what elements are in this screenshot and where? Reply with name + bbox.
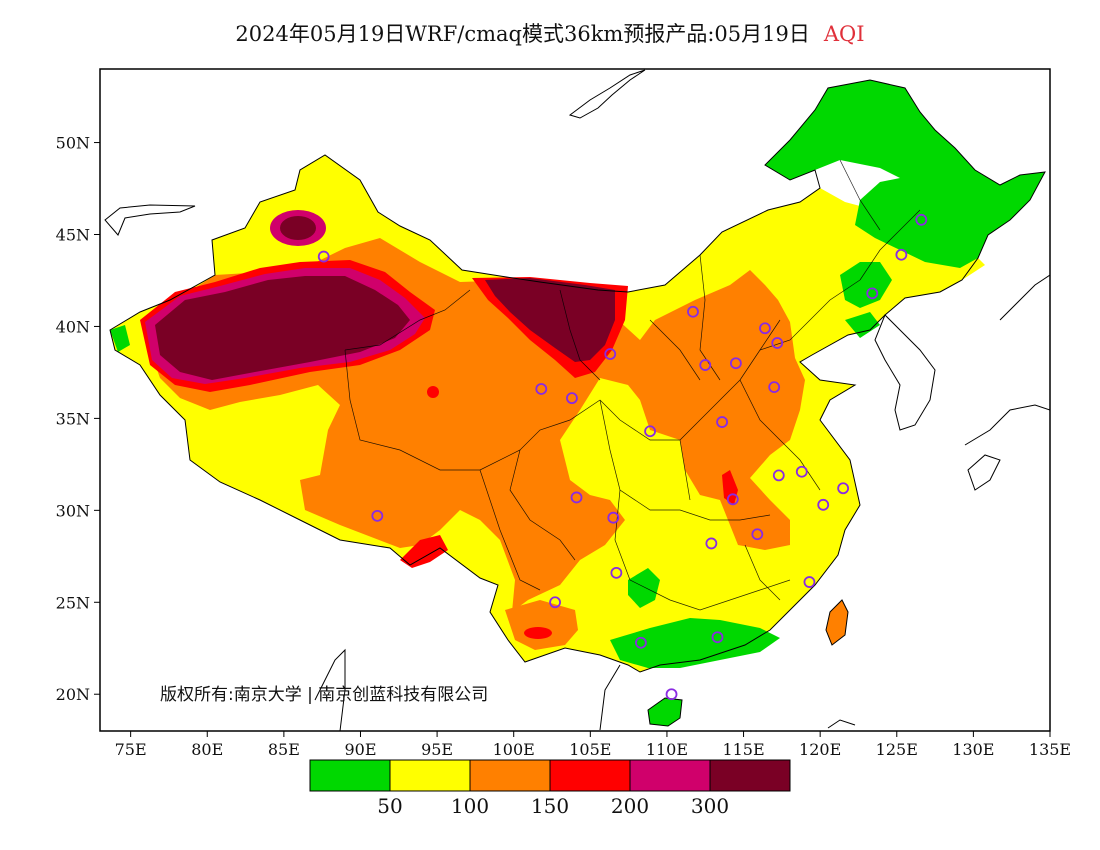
aqi-region-maroon-nw — [280, 216, 316, 240]
city-station-marker — [895, 248, 908, 261]
lat-label: 50N — [56, 134, 90, 153]
city-station-marker — [607, 511, 620, 524]
lon-label: 95E — [421, 740, 453, 759]
aqi-region-red-yunnan — [524, 627, 552, 639]
colorbar-label: 300 — [691, 794, 729, 818]
city-station-marker — [795, 465, 808, 478]
lon-label: 130E — [952, 740, 994, 759]
city-station-marker — [759, 322, 771, 335]
lon-label: 125E — [876, 740, 918, 759]
lon-label: 105E — [569, 740, 611, 759]
lon-label: 80E — [191, 740, 223, 759]
city-station-marker — [665, 688, 678, 701]
aqi-region-green-ne — [765, 80, 1045, 268]
province-borders — [344, 159, 921, 611]
city-station-marker — [866, 287, 879, 300]
city-station-marker — [610, 566, 623, 579]
lat-label: 35N — [56, 409, 90, 428]
colorbar-swatch — [309, 759, 391, 792]
aqi-region-red-tibet — [400, 535, 448, 568]
city-station-marker — [634, 636, 647, 649]
colorbar-swatch — [549, 759, 631, 792]
lat-label: 45N — [56, 226, 90, 245]
aqi-region-green-jilin — [878, 216, 938, 240]
lon-label: 100E — [493, 740, 535, 759]
city-station-marker — [317, 250, 330, 263]
lat-label: 20N — [56, 685, 90, 704]
city-station-marker — [371, 509, 384, 522]
lat-label: 30N — [56, 501, 90, 520]
city-station-marker — [803, 576, 816, 588]
aqi-region-green-south — [610, 618, 780, 668]
city-station-marker — [726, 493, 739, 506]
map-axes: 75E 80E 85E 90E 95E 100E 105E 110E 115E 120E 125E 1… — [56, 134, 1071, 759]
city-station-marker — [570, 491, 583, 504]
city-station-marker — [711, 631, 724, 644]
lon-label: 135E — [1029, 740, 1071, 759]
aqi-region-hainan — [648, 698, 682, 726]
city-station-marker — [837, 482, 850, 495]
aqi-region-green-guangxi — [628, 568, 660, 608]
city-station-marker — [705, 537, 718, 550]
aqi-region-green-bohai — [845, 312, 880, 338]
aqi-region-orange-south — [505, 600, 578, 650]
title-variable: AQI — [823, 22, 865, 46]
lon-label: 75E — [115, 740, 147, 759]
copyright-text: 版权所有:南京大学 | 南京创蓝科技有限公司 — [160, 685, 489, 705]
lon-label: 85E — [268, 740, 300, 759]
city-station-marker — [699, 359, 712, 371]
colorbar-swatch — [629, 759, 711, 792]
aqi-region-maroon-west — [155, 276, 410, 380]
city-station-marker — [772, 469, 785, 482]
city-station-marker — [751, 528, 764, 541]
aqi-region-maroon-badain — [485, 278, 615, 362]
coastlines — [104, 69, 1050, 731]
lon-label: 90E — [344, 740, 376, 759]
colorbar-swatch — [389, 759, 471, 792]
colorbar-label: 200 — [611, 794, 649, 818]
aqi-colorbar: 50 100 150 200 300 — [309, 759, 791, 818]
map-title: 2024年05月19日WRF/cmaq模式36km预报产品:05月19日 AQI — [0, 18, 1100, 48]
city-station-marker — [771, 337, 784, 349]
map-content — [104, 69, 1050, 731]
lat-label: 25N — [56, 593, 90, 612]
lon-label: 120E — [799, 740, 841, 759]
city-station-marker — [566, 392, 578, 405]
colorbar-swatch — [469, 759, 551, 792]
city-station-marker — [687, 305, 699, 318]
colorbar-swatch — [709, 759, 791, 792]
lon-label: 115E — [722, 740, 764, 759]
lat-label: 40N — [56, 317, 90, 336]
city-station-marker — [768, 381, 781, 394]
city-station-marker — [549, 596, 561, 609]
aqi-region-green-liaoning — [840, 262, 892, 308]
colorbar-label: 100 — [451, 794, 489, 818]
colorbar-label: 50 — [377, 794, 402, 818]
city-station-marker — [644, 425, 656, 438]
city-station-marker — [535, 383, 548, 395]
city-station-marker — [817, 498, 830, 511]
station-markers — [317, 213, 928, 701]
city-station-marker — [729, 357, 742, 370]
lon-label: 110E — [646, 740, 688, 759]
aqi-region-taiwan — [826, 600, 848, 645]
title-main: 2024年05月19日WRF/cmaq模式36km预报产品:05月19日 — [235, 22, 810, 46]
city-station-marker — [604, 348, 617, 360]
colorbar-label: 150 — [531, 794, 569, 818]
city-station-marker — [716, 416, 728, 428]
aqi-region-red-central — [722, 470, 738, 505]
aqi-region-red-qinghai — [427, 386, 439, 398]
aqi-region-green-west — [110, 325, 130, 352]
city-station-marker — [915, 213, 928, 226]
